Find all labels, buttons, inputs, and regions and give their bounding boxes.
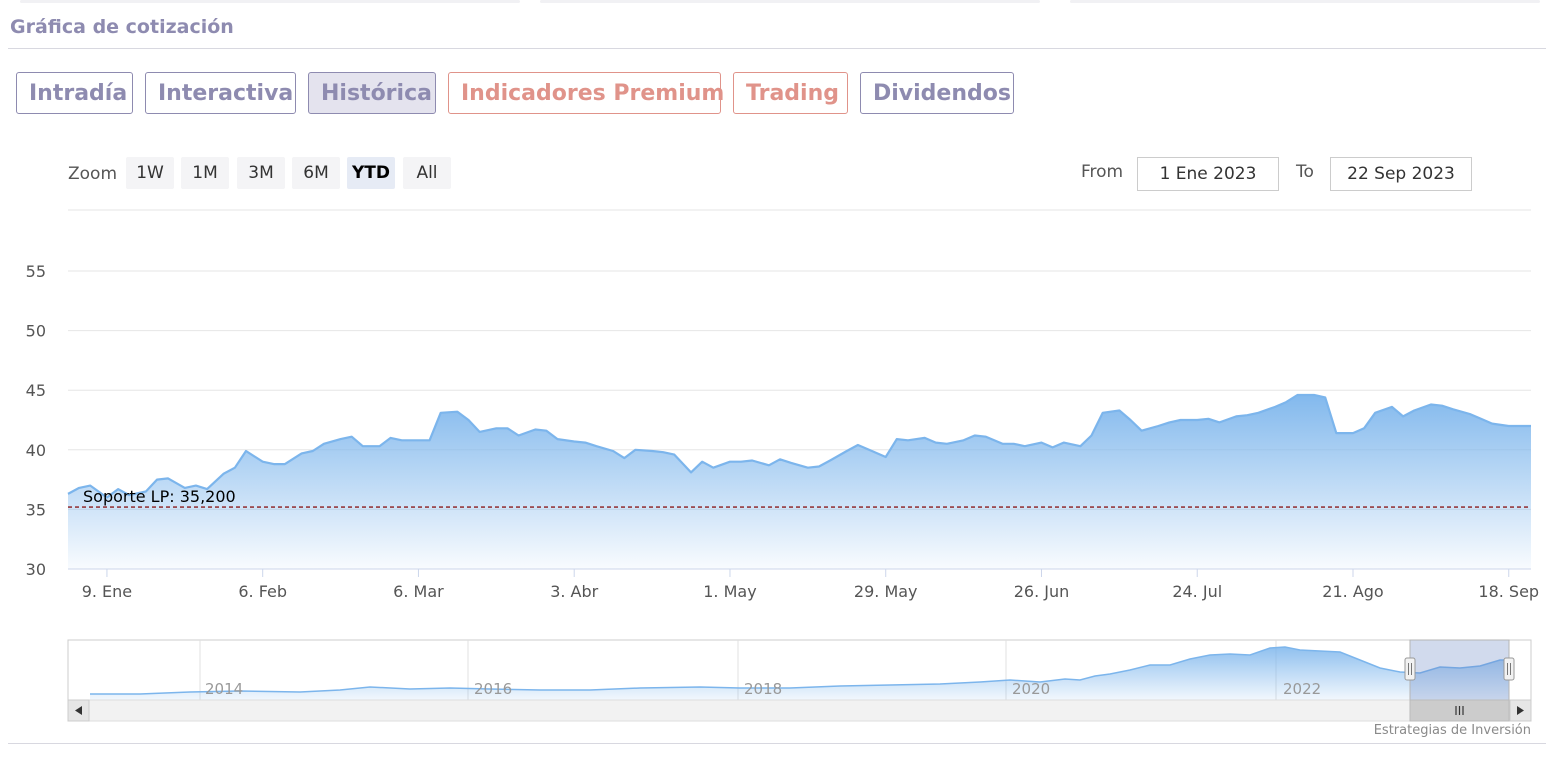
series-area [68,395,1531,569]
series-line[interactable] [67,393,1531,499]
x-tick-label: 26. Jun [1014,582,1070,601]
tab-historica[interactable]: Histórica [308,72,436,114]
navigator-series-line [90,646,1509,695]
x-tick-label: 3. Abr [550,582,598,601]
range-from-label: From [1081,162,1124,182]
y-tick-label: 30 [26,560,46,579]
navigator-grid [199,640,1277,700]
bottom-divider [8,743,1546,744]
navigator-right-handle[interactable] [1503,657,1515,681]
tab-dividendos[interactable]: Dividendos [860,72,1014,114]
scroll-left-button[interactable] [67,699,90,722]
top-divider-right [1070,0,1540,3]
navigator[interactable]: 2014 2016 2018 2020 2022 [67,639,1532,701]
x-tick-label: 18. Sep [1478,582,1539,601]
top-divider-middle [540,0,1040,3]
scrollbar-thumb[interactable] [1409,699,1510,722]
navigator-year-label: 2018 [744,680,782,698]
scrollbar-track[interactable] [67,699,1532,722]
scrollbar[interactable] [67,699,1532,722]
scroll-left-arrow-icon [75,706,82,715]
navigator-year-label: 2016 [474,680,512,698]
tab-interactiva[interactable]: Interactiva [145,72,296,114]
scrollbar-grip-icon [1455,706,1464,715]
chart-credits[interactable]: Estrategias de Inversión [1373,723,1531,738]
y-tick-label: 35 [26,500,46,519]
range-from-input[interactable]: 1 Ene 2023 [1137,157,1279,191]
zoom-all-button[interactable]: All [403,157,451,189]
zoom-1m-button[interactable]: 1M [181,157,229,189]
zoom-label: Zoom [68,164,118,184]
tab-indicadores-premium[interactable]: Indicadores Premium [448,72,724,114]
x-tick-label: 9. Ene [82,582,132,601]
x-tick-label: 21. Ago [1322,582,1383,601]
x-tick-label: 29. May [854,582,918,601]
tab-intradia[interactable]: Intradía [16,72,133,114]
support-label: Soporte LP: 35,200 [83,487,236,506]
tab-trading[interactable]: Trading [733,72,848,114]
y-tick-label: 50 [26,322,46,341]
chart-tabs: Intradía Interactiva Histórica Indicador… [16,72,1014,114]
y-tick-label: 45 [26,381,46,400]
navigator-selection[interactable] [1409,639,1510,701]
title-divider [8,48,1546,49]
section-title: Gráfica de cotización [10,16,234,38]
zoom-1w-button[interactable]: 1W [126,157,174,189]
y-tick-label: 55 [26,262,46,281]
zoom-6m-button[interactable]: 6M [292,157,340,189]
range-to-label: To [1296,162,1314,182]
range-to-input[interactable]: 22 Sep 2023 [1330,157,1472,191]
y-tick-label: 40 [26,441,46,460]
navigator-year-label: 2022 [1283,680,1321,698]
navigator-year-label: 2014 [205,680,243,698]
top-divider-left [20,0,520,3]
zoom-3m-button[interactable]: 3M [237,157,285,189]
x-tick-label: 6. Feb [238,582,287,601]
scroll-right-button[interactable] [1509,699,1532,722]
scroll-right-arrow-icon [1517,706,1524,715]
navigator-year-label: 2020 [1012,680,1050,698]
navigator-series-area [90,647,1509,700]
x-tick-label: 24. Jul [1172,582,1222,601]
x-tick-label: 1. May [703,582,756,601]
navigator-left-handle[interactable] [1404,657,1416,681]
x-tick-label: 6. Mar [393,582,444,601]
zoom-ytd-button[interactable]: YTD [347,157,395,189]
